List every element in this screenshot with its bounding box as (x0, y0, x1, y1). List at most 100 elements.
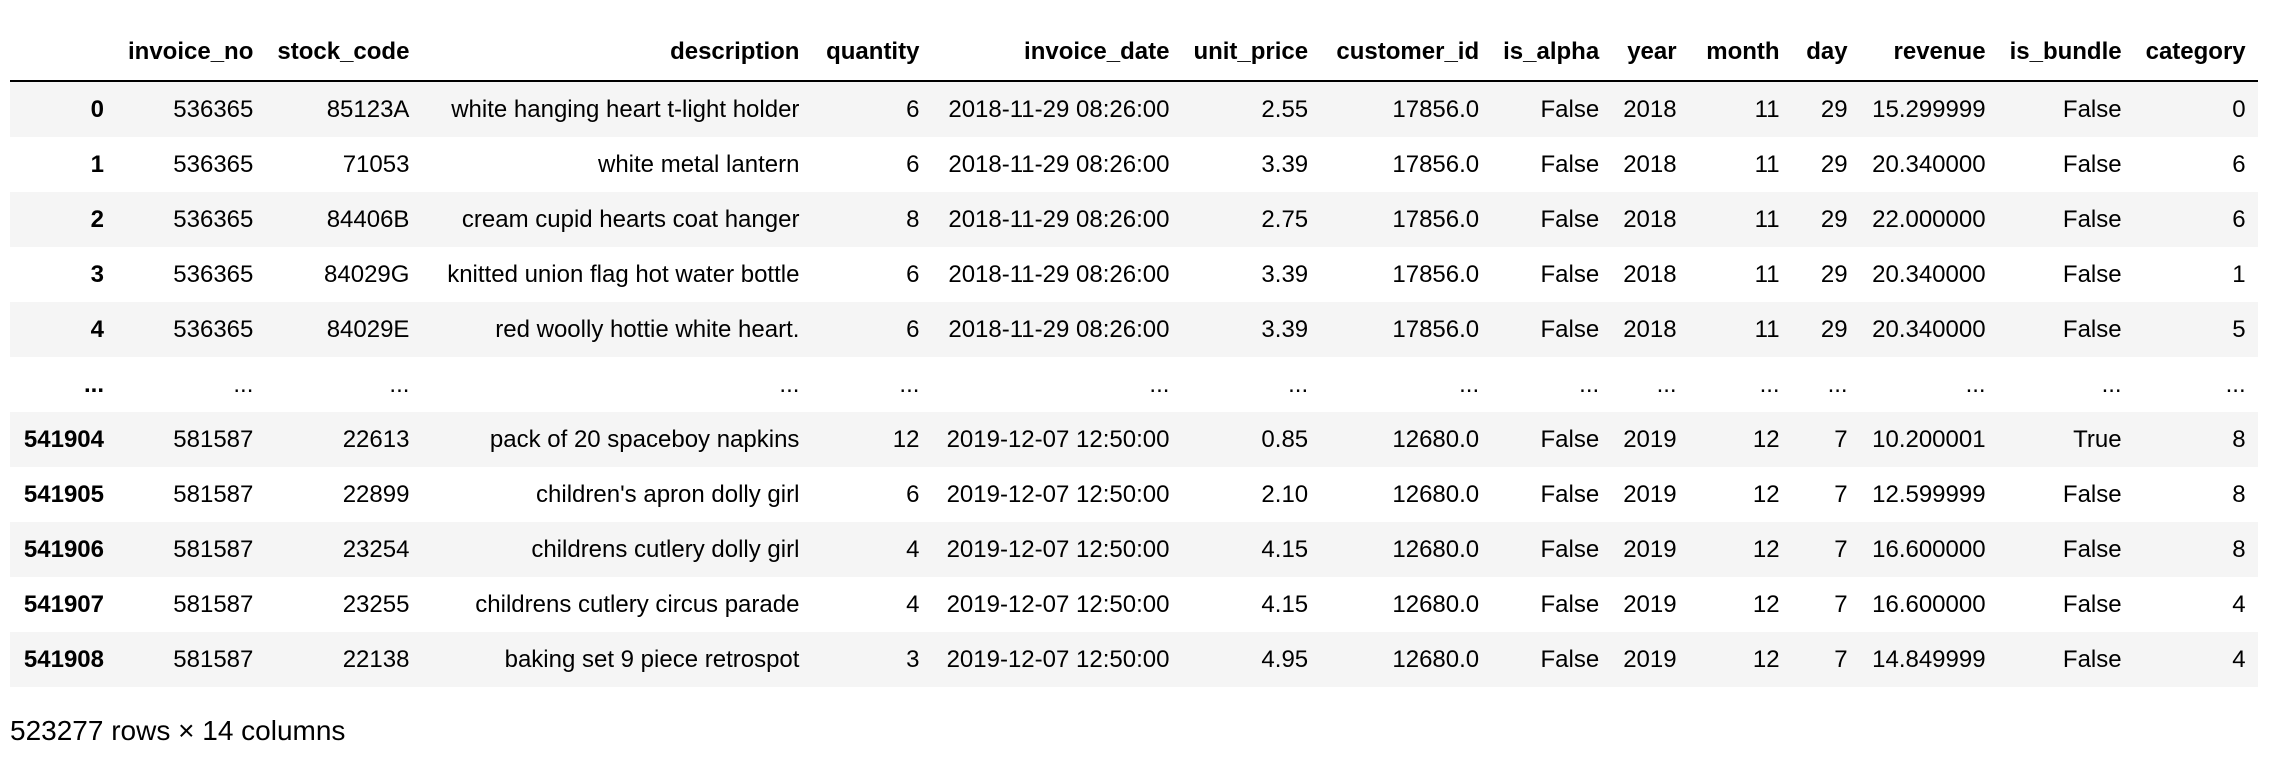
column-header-stock-code: stock_code (265, 24, 422, 82)
cell-quantity: ... (899, 371, 920, 398)
column-header-revenue: revenue (1859, 24, 1998, 82)
cell-day: 7 (1834, 536, 1848, 563)
cell-year: 2018 (1623, 261, 1677, 288)
cell-is-bundle: False (2062, 96, 2122, 123)
cell-category: 6 (2232, 206, 2246, 233)
cell-customer-id: 17856.0 (1392, 206, 1480, 233)
table-row: ........................................… (10, 357, 2258, 412)
cell-category: 8 (2232, 426, 2246, 453)
cell-invoice-no: ... (233, 371, 254, 398)
cell-description: baking set 9 piece retrospot (504, 646, 800, 673)
cell-quantity: 8 (906, 206, 920, 233)
cell-quantity: 4 (906, 591, 920, 618)
cell-unit-price: 3.39 (1261, 151, 1309, 178)
cell-unit-price: 4.95 (1261, 646, 1309, 673)
column-header-customer-id: customer_id (1320, 24, 1492, 82)
cell-invoice-no: 581587 (173, 646, 254, 673)
table-row: 541905 581587 22899 children's apron dolly … (10, 467, 2258, 522)
row-index: 541906 (23, 536, 104, 563)
cell-revenue: 15.299999 (1872, 96, 1986, 123)
cell-customer-id: 17856.0 (1392, 96, 1480, 123)
cell-quantity: 6 (906, 96, 920, 123)
column-header-invoice-no: invoice_no (116, 24, 266, 82)
cell-month: 12 (1752, 536, 1780, 563)
cell-unit-price: ... (1288, 371, 1309, 398)
column-header-month: month (1688, 24, 1792, 82)
cell-revenue: 22.000000 (1872, 206, 1986, 233)
cell-description: ... (779, 371, 800, 398)
cell-month: 11 (1754, 206, 1780, 233)
cell-is-alpha: False (1540, 206, 1600, 233)
cell-category: 8 (2232, 481, 2246, 508)
cell-is-bundle: False (2062, 536, 2122, 563)
cell-is-bundle: True (2073, 426, 2122, 453)
cell-quantity: 6 (906, 261, 920, 288)
cell-revenue: 20.340000 (1872, 151, 1986, 178)
cell-unit-price: 4.15 (1261, 591, 1309, 618)
cell-quantity: 6 (906, 481, 920, 508)
cell-invoice-no: 581587 (173, 591, 254, 618)
cell-is-bundle: False (2062, 316, 2122, 343)
cell-is-alpha: False (1540, 536, 1600, 563)
table-row: 541904 581587 22613 pack of 20 spaceboy nap… (10, 412, 2258, 467)
cell-is-bundle: False (2062, 151, 2122, 178)
cell-stock-code: 84406B (326, 206, 410, 233)
cell-is-bundle: ... (2101, 371, 2122, 398)
table-body: 0 536365 85123A white hanging heart t-light… (10, 81, 2258, 687)
column-header-year: year (1611, 24, 1689, 82)
cell-unit-price: 0.85 (1261, 426, 1309, 453)
cell-month: 11 (1754, 261, 1780, 288)
row-index: 541908 (23, 646, 104, 673)
cell-year: 2018 (1623, 316, 1677, 343)
cell-unit-price: 2.55 (1261, 96, 1309, 123)
cell-revenue: 10.200001 (1872, 426, 1986, 453)
cell-year: 2018 (1623, 96, 1677, 123)
cell-is-alpha: False (1540, 591, 1600, 618)
row-index: 541904 (23, 426, 104, 453)
row-index: 3 (90, 261, 104, 288)
cell-customer-id: 17856.0 (1392, 316, 1480, 343)
cell-revenue: 16.600000 (1872, 536, 1986, 563)
cell-month: 11 (1754, 316, 1780, 343)
row-index: ... (83, 371, 104, 398)
row-index: 0 (90, 96, 104, 123)
cell-year: 2019 (1623, 646, 1677, 673)
cell-year: 2019 (1623, 426, 1677, 453)
column-header-is-bundle: is_bundle (1997, 24, 2134, 82)
cell-category: 0 (2232, 96, 2246, 123)
dataframe-output: invoice_no stock_code description quantity i… (10, 24, 2258, 687)
cell-quantity: 4 (906, 536, 920, 563)
cell-invoice-date: 2018-11-29 08:26:00 (948, 96, 1170, 123)
cell-description: children's apron dolly girl (536, 481, 800, 508)
cell-unit-price: 2.75 (1261, 206, 1309, 233)
cell-is-alpha: False (1540, 151, 1600, 178)
table-row: 3 536365 84029G knitted union flag hot wate… (10, 247, 2258, 302)
cell-description: white metal lantern (598, 151, 800, 178)
cell-category: 8 (2232, 536, 2246, 563)
cell-stock-code: 22899 (342, 481, 410, 508)
cell-is-alpha: False (1540, 316, 1600, 343)
cell-is-alpha: ... (1579, 371, 1600, 398)
cell-category: 5 (2232, 316, 2246, 343)
row-index: 541905 (23, 481, 104, 508)
cell-invoice-date: 2019-12-07 12:50:00 (946, 646, 1170, 673)
cell-customer-id: 17856.0 (1392, 261, 1480, 288)
cell-category: 4 (2232, 646, 2246, 673)
cell-day: ... (1827, 371, 1848, 398)
cell-invoice-no: 536365 (173, 206, 254, 233)
cell-year: 2019 (1623, 536, 1677, 563)
cell-customer-id: 12680.0 (1392, 646, 1480, 673)
cell-invoice-date: ... (1149, 371, 1170, 398)
table-row: 541908 581587 22138 baking set 9 piece retr… (10, 632, 2258, 687)
cell-month: 11 (1754, 96, 1780, 123)
header-row: invoice_no stock_code description quantity i… (10, 24, 2258, 82)
cell-invoice-date: 2019-12-07 12:50:00 (946, 536, 1170, 563)
cell-year: 2019 (1623, 591, 1677, 618)
cell-category: 1 (2232, 261, 2246, 288)
cell-stock-code: 23254 (342, 536, 410, 563)
row-index: 541907 (23, 591, 104, 618)
cell-invoice-no: 581587 (173, 481, 254, 508)
table-row: 541907 581587 23255 childrens cutlery circu… (10, 577, 2258, 632)
cell-day: 29 (1820, 96, 1848, 123)
cell-description: childrens cutlery dolly girl (531, 536, 800, 563)
